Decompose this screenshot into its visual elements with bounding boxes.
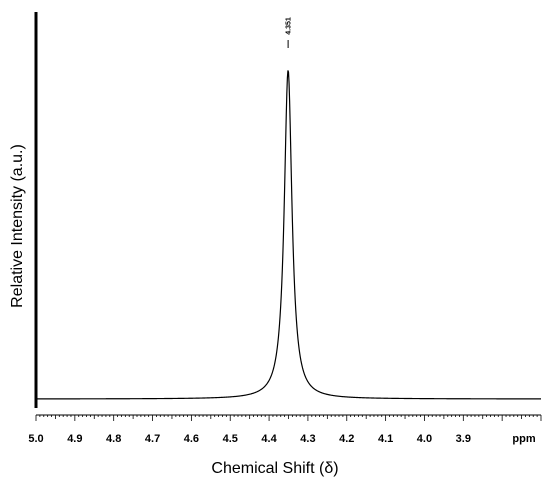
- spectrum-line: [36, 70, 541, 400]
- x-axis-tick-labels: 5.0 4.9 4.8 4.7 4.6 4.5 4.4 4.3 4.2 4.1 4.0 3.9: [28, 433, 471, 445]
- x-tick-label: 4.2: [339, 433, 354, 445]
- x-axis-ticks: [35, 415, 542, 421]
- x-tick-label: 4.6: [184, 433, 199, 445]
- x-tick-label: 4.0: [417, 433, 432, 445]
- x-tick-label: 4.3: [300, 433, 315, 445]
- x-tick-label: 5.0: [28, 433, 43, 445]
- x-tick-label: 4.5: [223, 433, 238, 445]
- x-tick-label: 4.9: [67, 433, 82, 445]
- peak-label: 4.351: [286, 17, 293, 35]
- x-tick-label: 4.1: [378, 433, 393, 445]
- x-tick-label: 4.4: [261, 433, 277, 445]
- x-axis-label: Chemical Shift (δ): [211, 460, 338, 477]
- y-axis-label: Relative Intensity (a.u.): [9, 144, 26, 308]
- x-axis-unit-label: ppm: [512, 433, 535, 445]
- x-tick-label: 4.7: [145, 433, 160, 445]
- x-tick-label: 3.9: [456, 433, 471, 445]
- x-tick-label: 4.8: [106, 433, 121, 445]
